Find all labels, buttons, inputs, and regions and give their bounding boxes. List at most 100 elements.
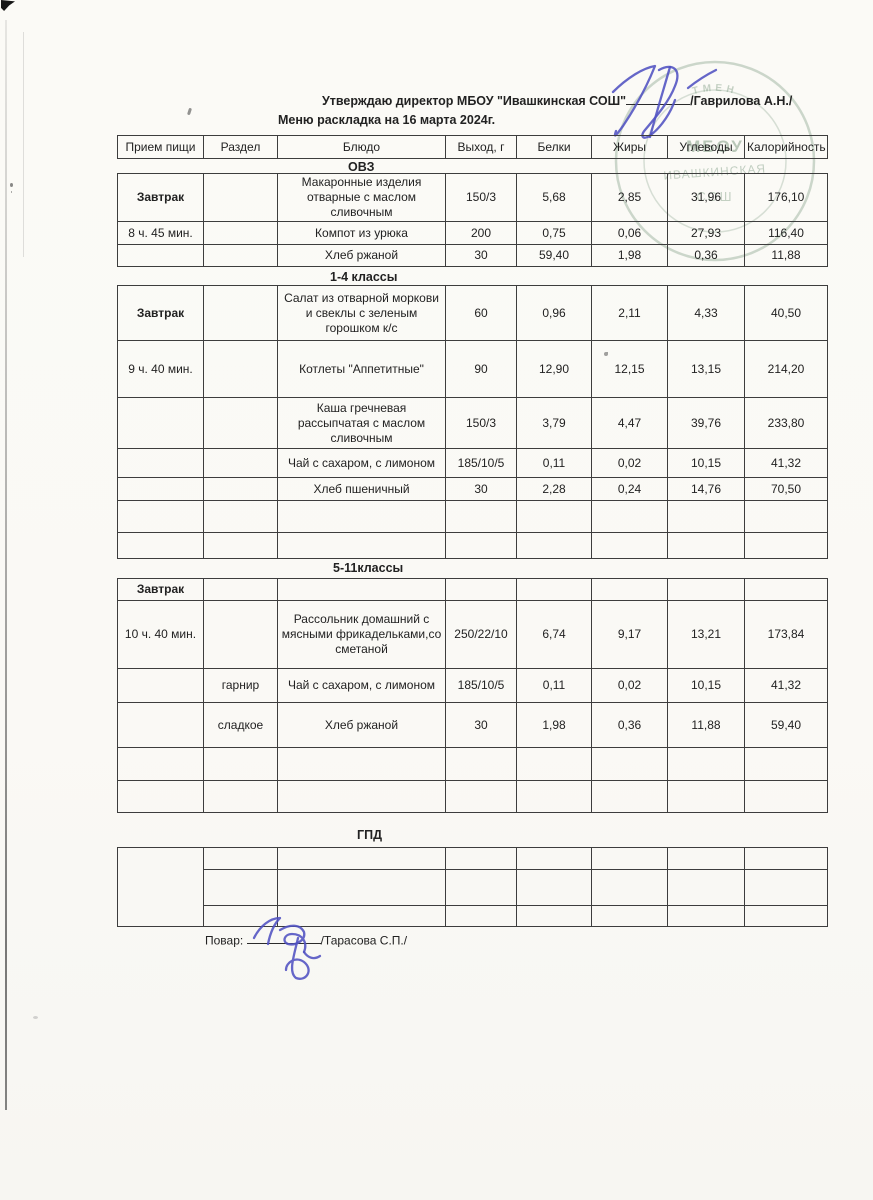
- table-row: Завтрак: [117, 578, 828, 601]
- cell-meal: Завтрак: [117, 578, 204, 601]
- cell-meal: Завтрак: [117, 285, 204, 341]
- cell-dish: Хлеб ржаной: [277, 702, 446, 748]
- cell-empty: [516, 780, 592, 813]
- table-row-empty: [117, 780, 828, 813]
- cell-fat: 9,17: [591, 600, 668, 669]
- document-title: Меню раскладка на 16 марта 2024г.: [278, 113, 496, 127]
- cell-empty: [203, 747, 278, 781]
- cell-meal-time: 8 ч. 45 мин.: [117, 221, 204, 245]
- cell-protein: 0,11: [516, 668, 592, 703]
- approval-line: Утверждаю директор МБОУ "Ивашкинская СОШ…: [322, 92, 792, 108]
- director-name: /Гаврилова А.Н./: [690, 93, 793, 108]
- table-row: 10 ч. 40 мин. Рассольник домашний с мясн…: [117, 600, 828, 669]
- cell-empty: [203, 847, 278, 870]
- cell-carbs: 27,93: [667, 221, 745, 245]
- cell-output: 30: [445, 702, 517, 748]
- cell-carbs: 11,88: [667, 702, 745, 748]
- col-header-protein: Белки: [516, 135, 592, 159]
- cell-empty: [744, 500, 828, 533]
- cell-kcal: 214,20: [744, 340, 828, 398]
- cell-empty: [667, 869, 745, 906]
- cell-dish: Чай с сахаром, с лимоном: [277, 668, 446, 703]
- cell-output: 60: [445, 285, 517, 341]
- approval-text: Утверждаю директор МБОУ "Ивашкинская СОШ…: [322, 93, 627, 108]
- table-row: Чай с сахаром, с лимоном 185/10/5 0,11 0…: [117, 448, 828, 478]
- cell-empty: [277, 500, 446, 533]
- cell-empty: [744, 747, 828, 781]
- cell-carbs: 0,36: [667, 244, 745, 267]
- cell-dish: Каша гречневая рассыпчатая с маслом слив…: [277, 397, 446, 449]
- cell-empty: [445, 869, 517, 906]
- cell-fat: 0,02: [591, 668, 668, 703]
- cell-empty: [591, 747, 668, 781]
- cell-empty: [591, 500, 668, 533]
- menu-table-gpd: [117, 847, 828, 927]
- cell-kcal: 173,84: [744, 600, 828, 669]
- table-row: Завтрак Салат из отварной моркови и свек…: [117, 285, 828, 341]
- table-row-empty: [117, 500, 828, 533]
- cell-dish: [277, 578, 446, 601]
- cell-empty: [445, 532, 517, 559]
- col-header-kcal: Калорийность: [744, 135, 828, 159]
- cell-razdel: [203, 244, 278, 267]
- cell-carbs: 4,33: [667, 285, 745, 341]
- cell-kcal: 40,50: [744, 285, 828, 341]
- column-header-table: Прием пищи Раздел Блюдо Выход, г Белки Ж…: [117, 135, 828, 159]
- cell-empty: [117, 500, 204, 533]
- cell-dish: Салат из отварной моркови и свеклы с зел…: [277, 285, 446, 341]
- cell-output: 250/22/10: [445, 600, 517, 669]
- col-header-output: Выход, г: [445, 135, 517, 159]
- cell-fat: 2,85: [591, 173, 668, 222]
- col-header-razdel: Раздел: [203, 135, 278, 159]
- cell-protein: [516, 578, 592, 601]
- cell-output: [445, 578, 517, 601]
- cell-output: 30: [445, 477, 517, 501]
- cell-empty: [117, 532, 204, 559]
- cell-razdel: [203, 448, 278, 478]
- cell-empty: [277, 869, 446, 906]
- cell-empty: [744, 905, 828, 927]
- cell-empty: [516, 747, 592, 781]
- cell-empty: [516, 869, 592, 906]
- cell-fat: 0,06: [591, 221, 668, 245]
- cell-empty: [203, 532, 278, 559]
- cell-empty: [744, 780, 828, 813]
- cell-empty: [667, 747, 745, 781]
- table-row-empty: [117, 532, 828, 559]
- cell-output: 150/3: [445, 397, 517, 449]
- cell-empty: [591, 532, 668, 559]
- cell-fat: 0,02: [591, 448, 668, 478]
- cell-empty: [667, 905, 745, 927]
- cell-empty: [744, 847, 828, 870]
- cell-empty: [277, 532, 446, 559]
- cell-empty: [277, 747, 446, 781]
- cell-empty: [591, 780, 668, 813]
- cell-protein: 0,96: [516, 285, 592, 341]
- cell-empty: [667, 847, 745, 870]
- cell-empty: [516, 500, 592, 533]
- header-row: Прием пищи Раздел Блюдо Выход, г Белки Ж…: [117, 135, 828, 159]
- cook-signature-line: [246, 932, 321, 945]
- cell-protein: 0,11: [516, 448, 592, 478]
- cell-dish: Компот из урюка: [277, 221, 446, 245]
- table-row: Хлеб ржаной 30 59,40 1,98 0,36 11,88: [117, 244, 828, 267]
- cell-empty: [516, 847, 592, 870]
- cell-dish: Котлеты "Аппетитные": [277, 340, 446, 398]
- cell-meal: [117, 448, 204, 478]
- cell-razdel: сладкое: [203, 702, 278, 748]
- cell-carbs: 13,21: [667, 600, 745, 669]
- cell-razdel: [203, 285, 278, 341]
- director-signature-line: [626, 92, 691, 105]
- cell-empty: [516, 532, 592, 559]
- scan-edge-line-faint: [23, 32, 24, 257]
- cell-dish: Хлеб пшеничный: [277, 477, 446, 501]
- cell-empty: [445, 500, 517, 533]
- cell-output: 30: [445, 244, 517, 267]
- cell-output: 90: [445, 340, 517, 398]
- col-header-dish: Блюдо: [277, 135, 446, 159]
- cell-razdel: гарнир: [203, 668, 278, 703]
- cook-label: Повар:: [205, 933, 244, 948]
- cell-fat: 0,24: [591, 477, 668, 501]
- table-row: 8 ч. 45 мин. Компот из урюка 200 0,75 0,…: [117, 221, 828, 245]
